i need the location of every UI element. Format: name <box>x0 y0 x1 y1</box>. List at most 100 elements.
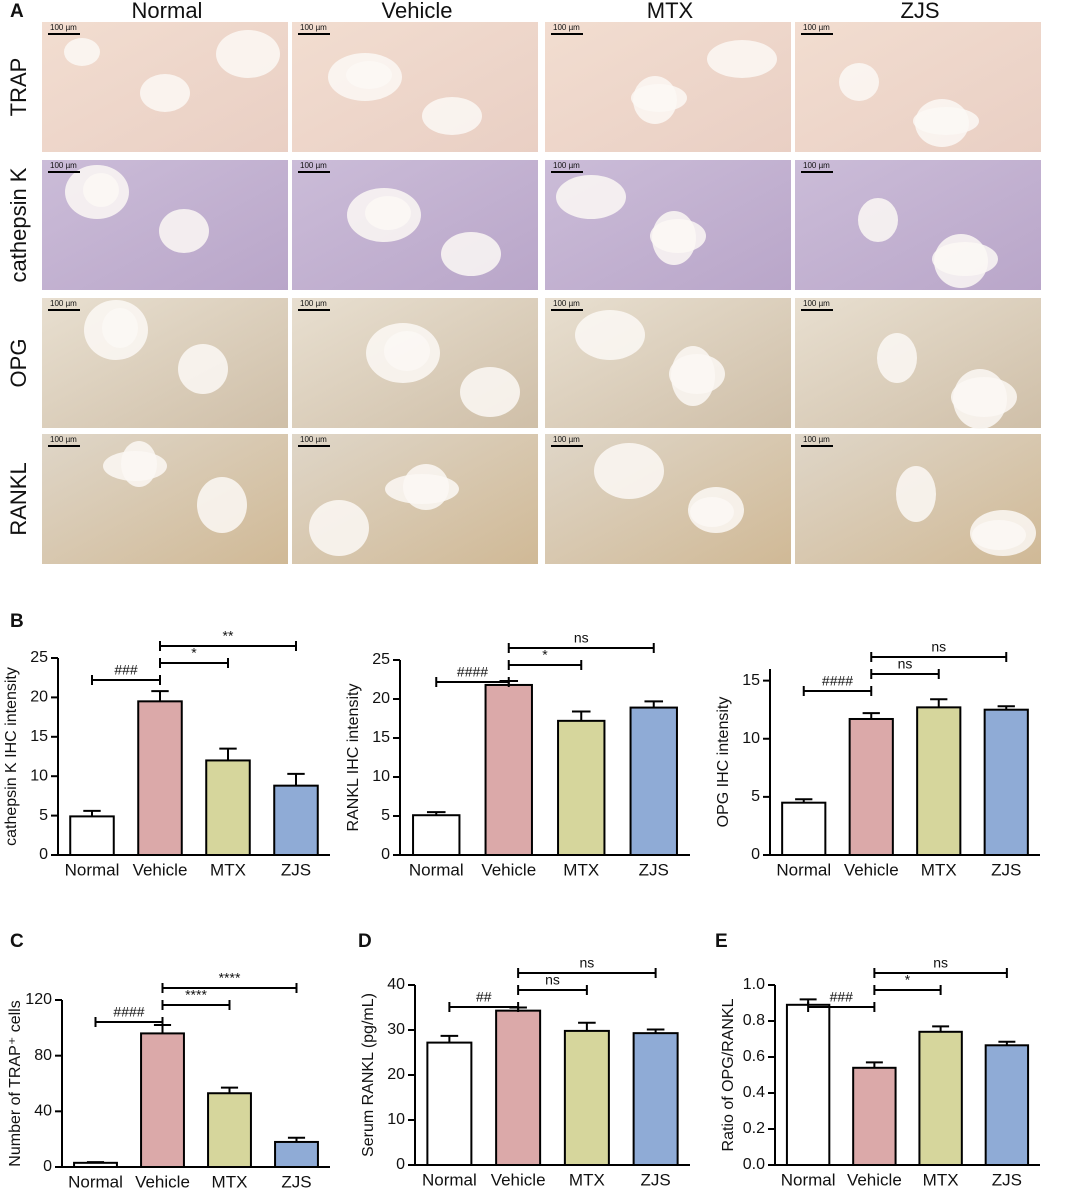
scale-bar-label: 100 µm <box>300 23 327 32</box>
x-tick-label: ZJS <box>281 1172 311 1188</box>
error-bar <box>644 700 664 708</box>
error-bar <box>426 811 446 816</box>
y-tick-label: 0 <box>39 846 48 863</box>
significance-label: #### <box>113 1004 144 1020</box>
y-tick-label: 30 <box>387 1021 405 1038</box>
tissue-space <box>839 63 879 101</box>
significance-bracket <box>91 675 161 685</box>
scale-bar-label: 100 µm <box>553 161 580 170</box>
bar <box>273 784 319 857</box>
error-bar <box>151 690 169 702</box>
significance-bracket <box>873 968 1008 978</box>
scale-bar-label: 100 µm <box>803 435 830 444</box>
error-bar <box>219 747 237 761</box>
significance-label: ns <box>898 656 913 672</box>
tissue-space <box>652 211 696 265</box>
significance-label: ns <box>579 955 594 971</box>
tissue-space <box>460 367 520 417</box>
x-tick-label: ZJS <box>641 1170 671 1188</box>
bar <box>426 1041 473 1166</box>
significance-bracket <box>870 669 940 679</box>
histology-image <box>42 298 288 428</box>
tissue-space <box>347 188 421 242</box>
tissue-space <box>328 53 402 101</box>
tissue-space <box>140 74 190 112</box>
bar <box>916 706 962 856</box>
tissue-space <box>896 466 936 522</box>
significance-bracket <box>517 985 588 995</box>
scale-bar-label: 100 µm <box>300 161 327 170</box>
error-bar <box>865 1061 883 1068</box>
x-tick-label: ZJS <box>639 860 669 879</box>
tissue-space <box>64 38 100 66</box>
scale-bar-label: 100 µm <box>50 299 77 308</box>
significance-label: ### <box>114 662 138 678</box>
error-bar <box>220 1086 239 1094</box>
column-header: Normal <box>132 0 203 23</box>
y-axis-label: Ratio of OPG/RANKL <box>720 998 737 1151</box>
row-label: TRAP <box>6 58 31 117</box>
error-bar <box>86 1161 105 1164</box>
error-bar <box>795 798 813 803</box>
significance-label: * <box>191 645 197 661</box>
tissue-space <box>216 30 280 78</box>
significance-bracket <box>517 968 657 978</box>
x-tick-label: ZJS <box>992 1170 1022 1188</box>
error-bar <box>571 710 591 721</box>
x-tick-label: Vehicle <box>133 860 188 879</box>
histology-image <box>545 298 791 428</box>
x-tick-label: MTX <box>569 1170 605 1188</box>
y-axis-label: OPG IHC intensity <box>715 697 732 828</box>
y-tick-label: 15 <box>30 728 48 745</box>
scale-bar-label: 100 µm <box>300 435 327 444</box>
tissue-space <box>103 451 167 481</box>
row-label: OPG <box>6 339 31 388</box>
scale-bar-label: 100 µm <box>50 23 77 32</box>
panel-label: B <box>10 611 24 632</box>
x-tick-label: Normal <box>781 1170 836 1188</box>
error-bar <box>998 1040 1016 1046</box>
significance-bracket <box>159 641 297 651</box>
y-tick-label: 120 <box>25 991 52 1008</box>
error-bar <box>83 809 101 817</box>
y-tick-label: 20 <box>30 689 48 706</box>
tissue-space <box>633 76 677 124</box>
bar <box>632 1032 679 1167</box>
column-header: Vehicle <box>382 0 453 23</box>
error-bar <box>440 1034 459 1043</box>
significance-bracket <box>94 1017 164 1027</box>
tissue-space <box>385 474 459 504</box>
significance-bracket <box>802 686 873 696</box>
x-tick-label: Vehicle <box>844 860 899 879</box>
x-tick-label: Vehicle <box>135 1172 190 1188</box>
x-tick-label: Normal <box>422 1170 477 1188</box>
histology-image <box>292 22 538 152</box>
error-bar <box>862 712 880 719</box>
bar <box>984 1044 1030 1167</box>
significance-bracket <box>448 1002 520 1012</box>
y-axis-label: Serum RANKL (pg/mL) <box>360 993 377 1157</box>
panel-label: C <box>10 931 24 952</box>
tissue-space <box>858 198 898 242</box>
y-axis-label: Number of TRAP⁺ cells <box>7 1000 24 1166</box>
y-tick-label: 25 <box>372 651 390 668</box>
y-tick-label: 10 <box>372 768 390 785</box>
y-tick-label: 0.2 <box>743 1120 765 1137</box>
panel-label: A <box>10 1 24 22</box>
scale-bar-label: 100 µm <box>803 161 830 170</box>
tissue-space <box>65 165 129 219</box>
significance-bracket <box>873 985 942 995</box>
error-bar <box>932 1025 950 1032</box>
column-header: MTX <box>647 0 694 23</box>
significance-bracket <box>507 643 655 653</box>
y-axis-label: RANKL IHC intensity <box>345 684 362 832</box>
tissue-space <box>197 477 247 533</box>
bar <box>140 1032 185 1169</box>
bar <box>412 814 461 856</box>
tissue-space <box>309 500 369 556</box>
tissue-space <box>915 99 969 147</box>
tissue-space <box>178 344 228 394</box>
y-tick-label: 0.0 <box>743 1156 765 1173</box>
significance-label: ### <box>830 989 854 1005</box>
